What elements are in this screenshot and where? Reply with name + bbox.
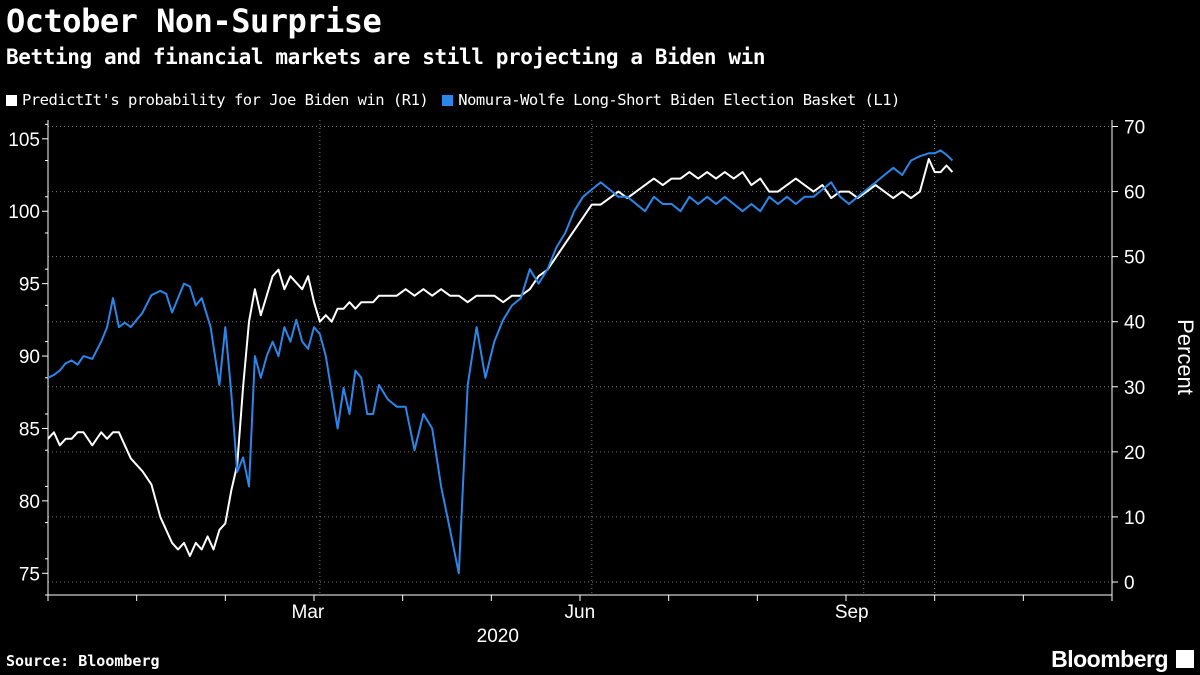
left-axis-tick-label: 80	[19, 492, 40, 513]
series-line-nomura	[47, 149, 954, 575]
right-axis-tick-label: 60	[1124, 183, 1145, 204]
legend-label: Nomura-Wolfe Long-Short Biden Election B…	[458, 91, 900, 109]
left-axis-tick-label: 100	[8, 202, 40, 223]
series-line-predictit	[47, 158, 954, 557]
right-axis-tick-label: 0	[1124, 573, 1135, 594]
x-axis-tick-label: Sep	[835, 602, 869, 623]
right-axis-tick-label: 10	[1124, 508, 1145, 529]
left-axis-tick-label: 85	[19, 419, 40, 440]
legend-swatch-white	[6, 94, 17, 106]
legend-item-predictit: PredictIt's probability for Joe Biden wi…	[6, 91, 429, 109]
chart-title: October Non-Surprise	[6, 2, 382, 40]
legend-label: PredictIt's probability for Joe Biden wi…	[22, 91, 429, 109]
left-axis-tick-label: 95	[19, 275, 40, 296]
x-axis-tick-label: Jun	[565, 602, 596, 623]
legend-swatch-blue	[442, 94, 454, 106]
brand-wordmark: Bloomberg	[1051, 646, 1168, 672]
right-axis-tick-label: 50	[1124, 248, 1145, 269]
right-axis-tick-label: 70	[1124, 118, 1145, 139]
chart-subtitle: Betting and financial markets are still …	[6, 45, 766, 69]
left-axis-tick-label: 90	[19, 347, 40, 368]
right-axis-tick-label: 40	[1124, 313, 1145, 334]
right-axis-tick-label: 20	[1124, 443, 1145, 464]
right-axis-tick-label: 30	[1124, 378, 1145, 399]
source-note: Source: Bloomberg	[6, 652, 160, 670]
left-axis-tick-label: 75	[19, 564, 40, 585]
legend-item-nomura: Nomura-Wolfe Long-Short Biden Election B…	[442, 91, 900, 109]
x-axis-tick-label: Mar	[292, 602, 325, 623]
left-axis-tick-label: 105	[8, 130, 40, 151]
right-axis-title: Percent	[1173, 319, 1198, 395]
bloomberg-logo-icon	[1176, 650, 1194, 668]
legend: PredictIt's probability for Joe Biden wi…	[6, 91, 914, 109]
x-axis-title: 2020	[477, 626, 519, 647]
